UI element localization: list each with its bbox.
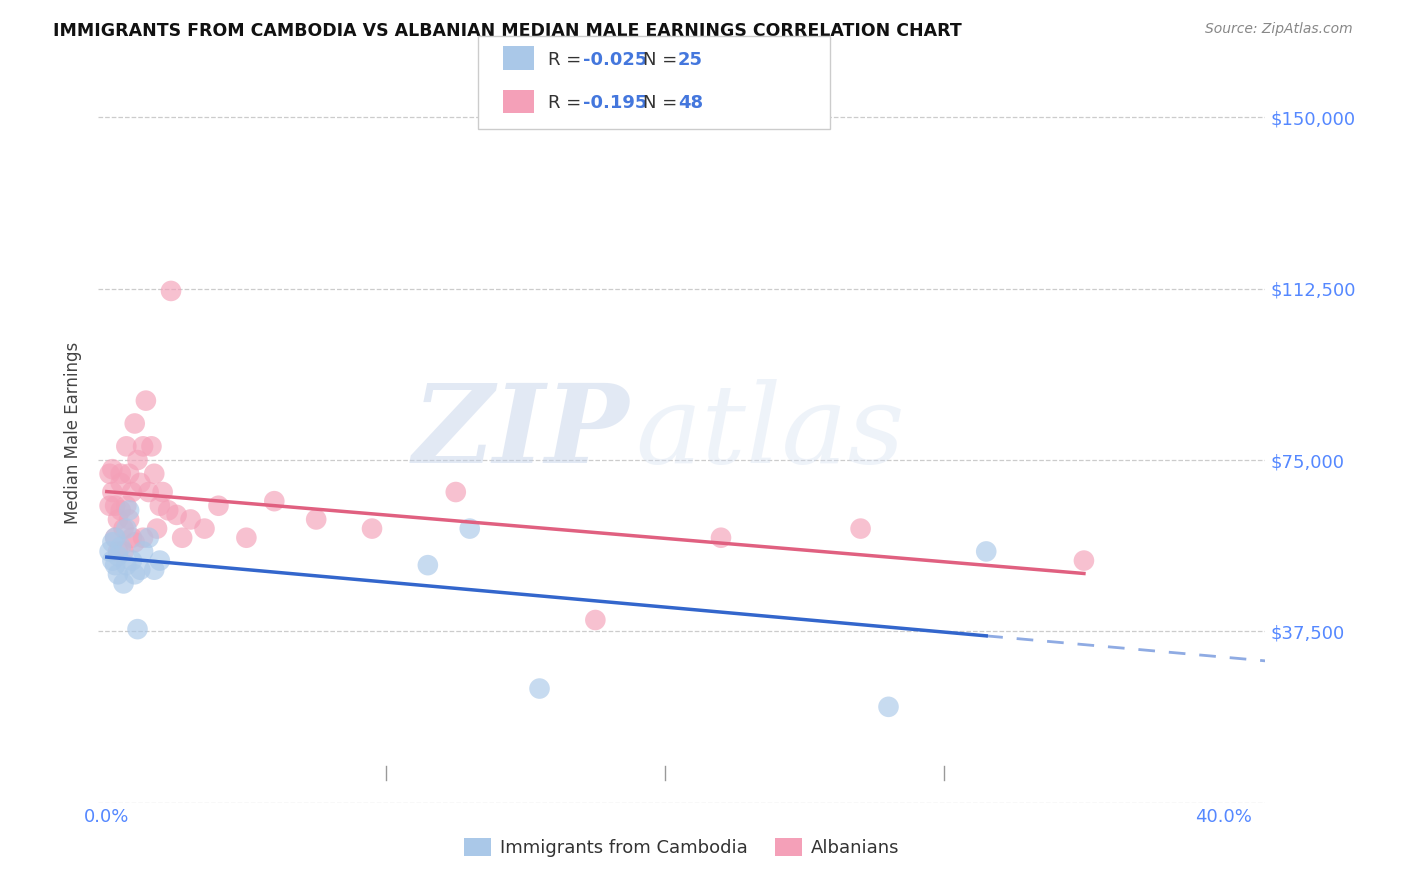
- Point: [138, 531, 160, 545]
- Point: [112, 522, 135, 536]
- Text: ZIP: ZIP: [413, 379, 630, 486]
- Point: [157, 503, 180, 517]
- Point: [118, 512, 141, 526]
- Point: [101, 462, 124, 476]
- Point: [118, 467, 141, 481]
- Point: [180, 512, 202, 526]
- Point: [877, 699, 900, 714]
- Point: [112, 576, 135, 591]
- Text: R =: R =: [548, 51, 588, 69]
- Point: [458, 522, 481, 536]
- Point: [101, 535, 124, 549]
- Point: [132, 531, 155, 545]
- Point: [235, 531, 257, 545]
- Point: [583, 613, 606, 627]
- Point: [166, 508, 188, 522]
- Point: [132, 439, 155, 453]
- Point: [110, 475, 132, 490]
- Point: [110, 467, 132, 481]
- Point: [172, 531, 194, 545]
- Point: [115, 439, 138, 453]
- Text: N =: N =: [643, 95, 682, 112]
- Point: [361, 522, 384, 536]
- Text: 25: 25: [678, 51, 703, 69]
- Point: [104, 531, 127, 545]
- Point: [104, 531, 127, 545]
- Text: R =: R =: [548, 95, 588, 112]
- Point: [193, 522, 215, 536]
- Point: [115, 558, 138, 573]
- Point: [101, 553, 124, 567]
- Point: [143, 467, 166, 481]
- Point: [138, 485, 160, 500]
- Point: [529, 681, 551, 696]
- Point: [160, 284, 183, 298]
- Point: [974, 544, 997, 558]
- Legend: Immigrants from Cambodia, Albanians: Immigrants from Cambodia, Albanians: [457, 830, 907, 864]
- Point: [121, 553, 143, 567]
- Point: [107, 512, 129, 526]
- Point: [115, 499, 138, 513]
- Point: [305, 512, 328, 526]
- Point: [849, 522, 872, 536]
- Point: [132, 544, 155, 558]
- Point: [129, 563, 152, 577]
- Point: [124, 417, 146, 431]
- Text: atlas: atlas: [636, 379, 905, 486]
- Text: -0.195: -0.195: [583, 95, 648, 112]
- Point: [263, 494, 285, 508]
- Point: [149, 553, 172, 567]
- Point: [118, 503, 141, 517]
- Point: [149, 499, 172, 513]
- Point: [121, 485, 143, 500]
- Point: [101, 485, 124, 500]
- Point: [98, 544, 121, 558]
- Point: [115, 522, 138, 536]
- Point: [110, 540, 132, 554]
- Point: [121, 531, 143, 545]
- Point: [152, 485, 174, 500]
- Point: [98, 499, 121, 513]
- Point: [104, 499, 127, 513]
- Point: [124, 567, 146, 582]
- Point: [110, 503, 132, 517]
- Point: [107, 544, 129, 558]
- Point: [127, 622, 149, 636]
- Point: [416, 558, 439, 573]
- Text: Source: ZipAtlas.com: Source: ZipAtlas.com: [1205, 22, 1353, 37]
- Point: [124, 535, 146, 549]
- Point: [141, 439, 163, 453]
- Text: IMMIGRANTS FROM CAMBODIA VS ALBANIAN MEDIAN MALE EARNINGS CORRELATION CHART: IMMIGRANTS FROM CAMBODIA VS ALBANIAN MED…: [53, 22, 962, 40]
- Point: [146, 522, 169, 536]
- Point: [207, 499, 229, 513]
- Point: [107, 567, 129, 582]
- Y-axis label: Median Male Earnings: Median Male Earnings: [65, 342, 83, 524]
- Point: [143, 563, 166, 577]
- Text: N =: N =: [643, 51, 682, 69]
- Point: [135, 393, 157, 408]
- Point: [129, 475, 152, 490]
- Point: [710, 531, 733, 545]
- Point: [104, 558, 127, 573]
- Point: [107, 549, 129, 563]
- Point: [1073, 553, 1095, 567]
- Point: [98, 467, 121, 481]
- Point: [112, 544, 135, 558]
- Point: [127, 453, 149, 467]
- Point: [444, 485, 467, 500]
- Text: -0.025: -0.025: [583, 51, 648, 69]
- Text: 48: 48: [678, 95, 703, 112]
